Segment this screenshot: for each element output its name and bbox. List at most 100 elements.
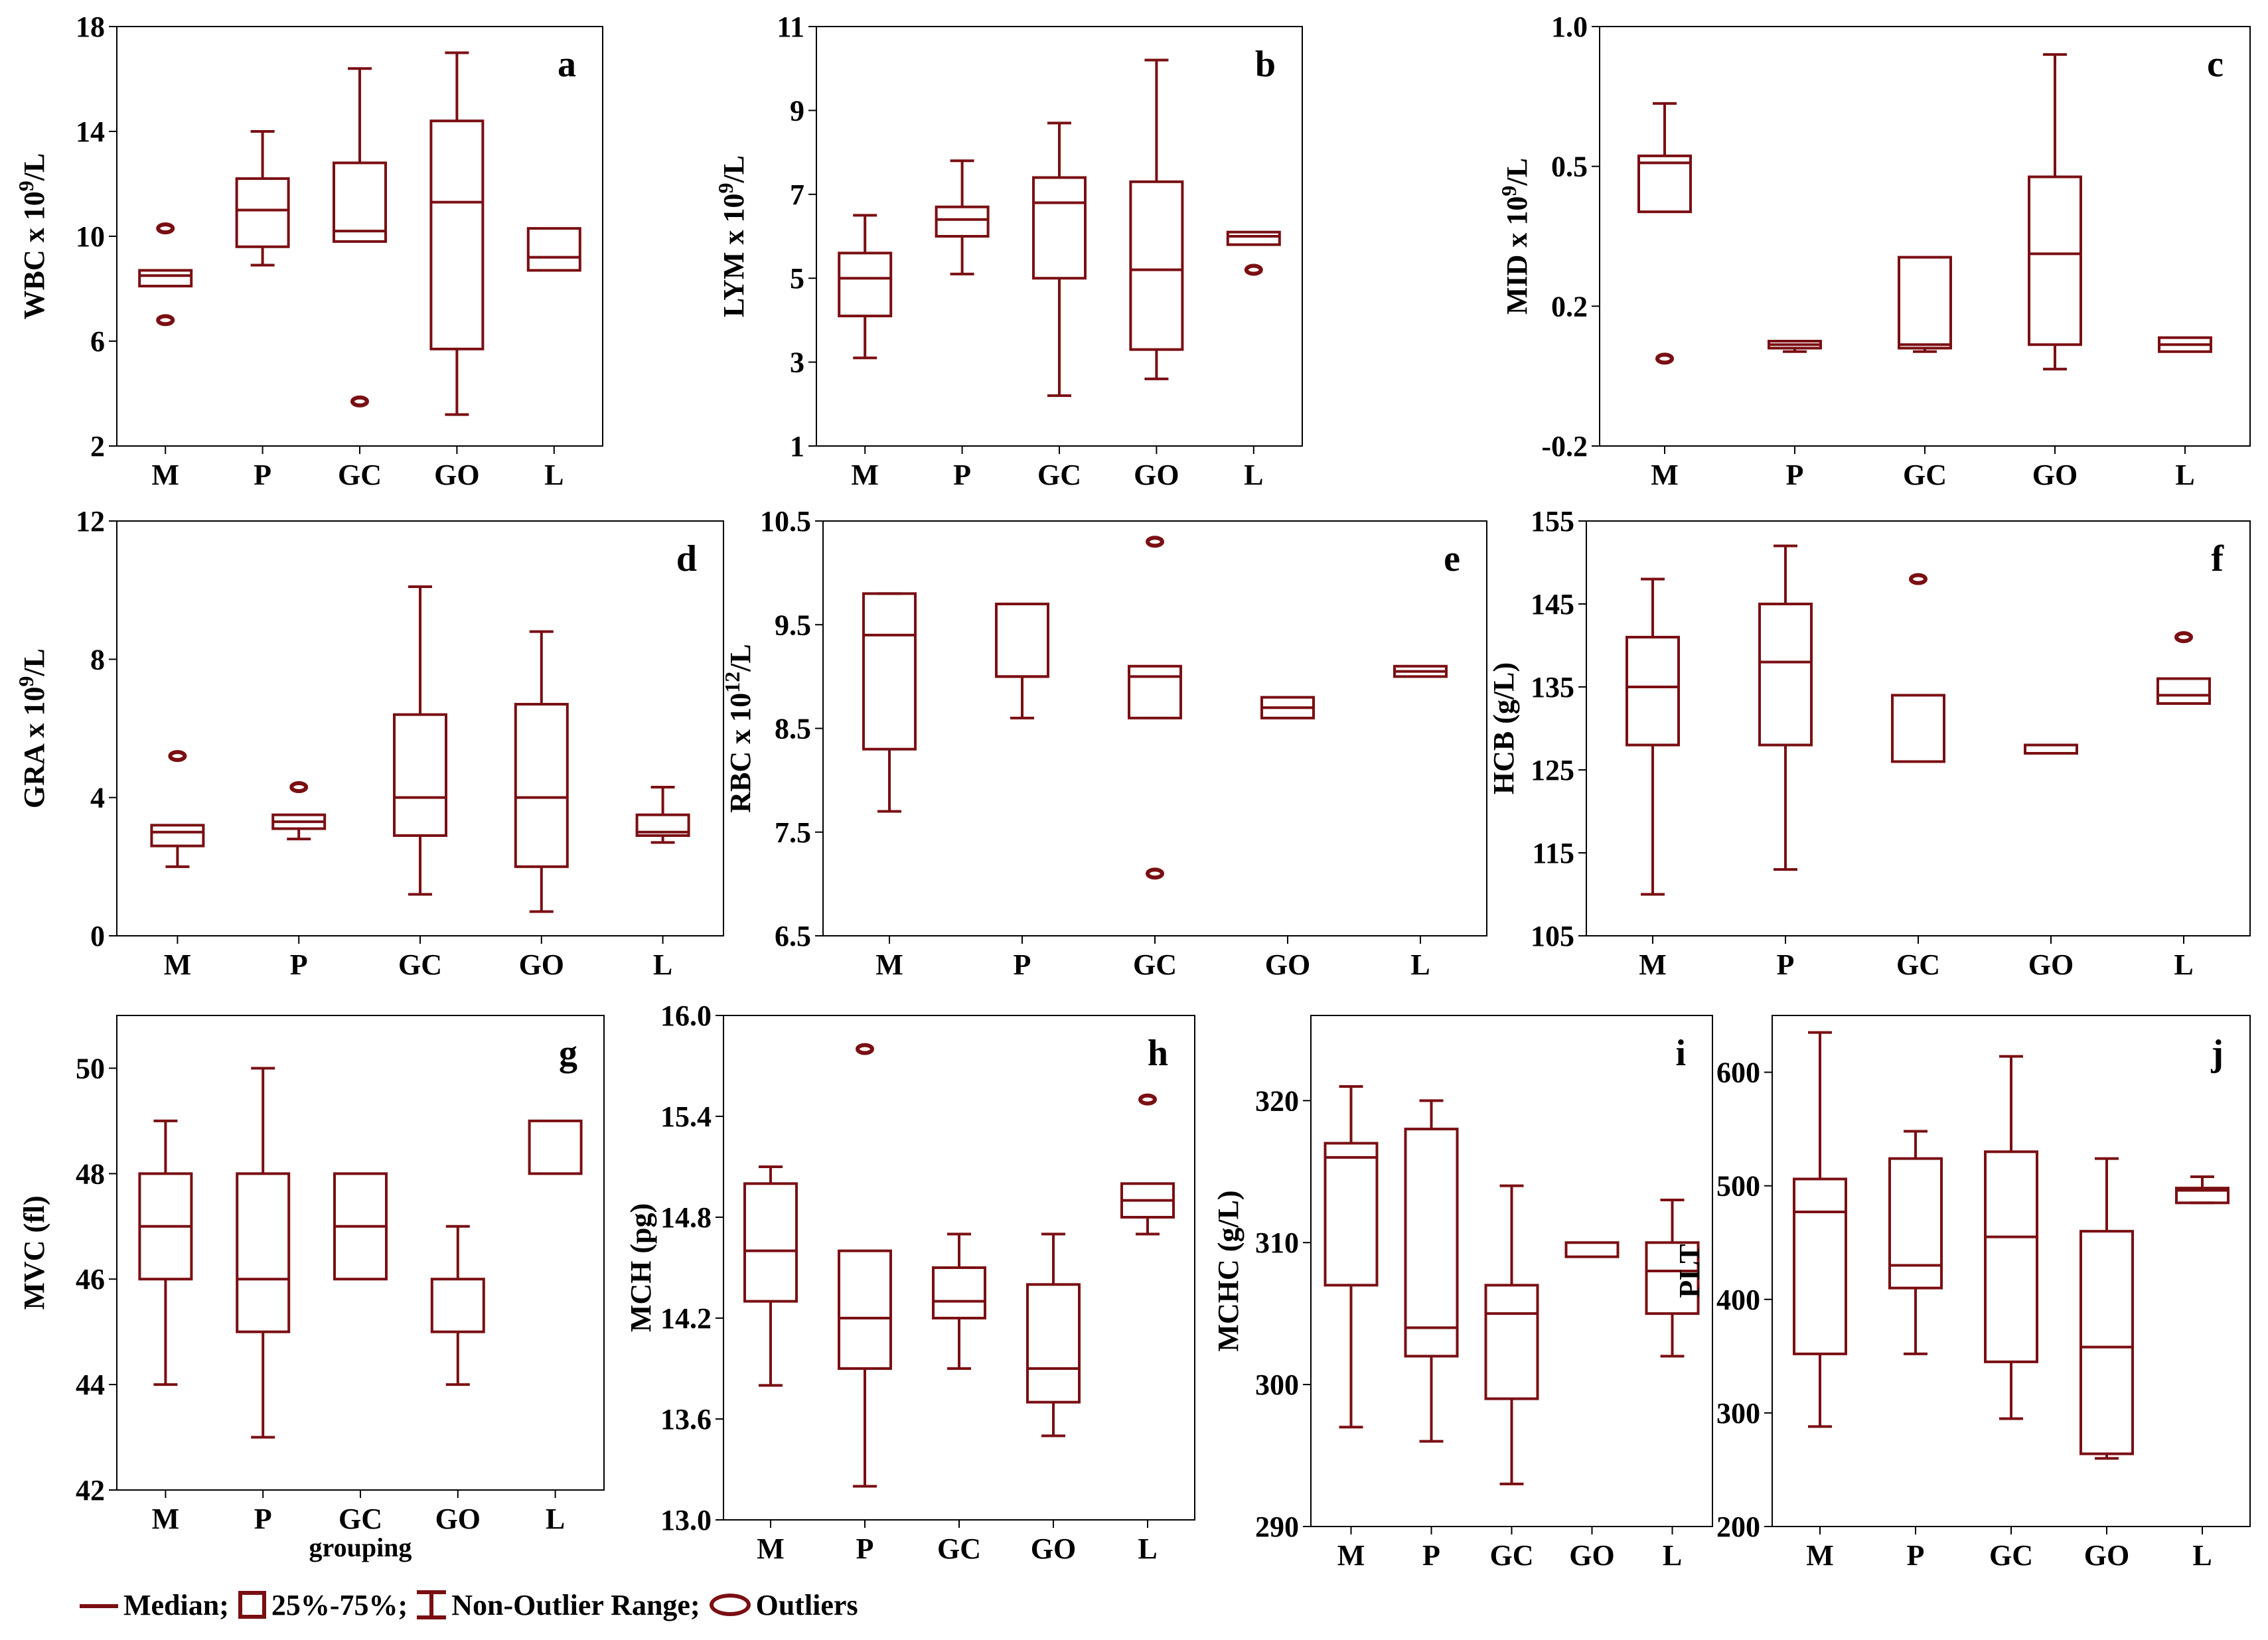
y-tick-label: 15.4 xyxy=(660,1100,712,1133)
x-tick-label: GC xyxy=(1133,948,1177,981)
outlier-point xyxy=(1244,263,1263,276)
box-iqr xyxy=(2175,1187,2230,1205)
y-tick-label: 0.5 xyxy=(1551,151,1588,183)
x-tick-label: P xyxy=(290,948,308,981)
box-iqr xyxy=(236,1172,291,1333)
box-iqr xyxy=(932,1266,986,1319)
y-tick-label: 300 xyxy=(1716,1397,1760,1430)
panel-b: b 1 3 5 7 9 11 LYM x 109/L M P GC GO L xyxy=(714,11,1303,491)
box-iqr xyxy=(138,269,193,288)
y-tick-label: 10 xyxy=(76,220,105,253)
x-tick-label: P xyxy=(254,459,271,491)
y-tick-label: 200 xyxy=(1716,1511,1760,1543)
y-axis-label: PLT xyxy=(1673,1244,1706,1298)
outlier-point xyxy=(156,222,175,235)
y-axis-label: MCHC (g/L) xyxy=(1212,1190,1245,1351)
outlier-legend-label: Outliers xyxy=(755,1588,858,1621)
panel-letter: d xyxy=(676,538,697,579)
box-iqr xyxy=(1032,176,1087,280)
box-iqr xyxy=(838,252,893,318)
box-iqr xyxy=(635,813,690,837)
x-tick-label: GO xyxy=(435,1503,481,1535)
panel-letter: e xyxy=(1444,538,1460,579)
y-tick-label: 290 xyxy=(1255,1511,1299,1543)
y-tick-label: 9 xyxy=(790,94,804,127)
x-tick-label: L xyxy=(544,459,564,491)
panel-f: f 105 115 125 135 145 155 HCB (g/L) M P GC GO L xyxy=(1487,505,2251,981)
y-tick-label: 13.6 xyxy=(660,1403,712,1436)
outlier-point xyxy=(1146,536,1164,548)
y-tick-label: 2 xyxy=(90,430,105,463)
x-tick-label: L xyxy=(546,1503,565,1535)
outlier-point xyxy=(856,1043,874,1055)
x-tick-label: M xyxy=(1337,1539,1365,1572)
y-tick-label: 14.2 xyxy=(660,1302,712,1335)
y-axis-label: MID x 109/L xyxy=(1497,158,1533,315)
y-tick-label: 14 xyxy=(76,115,105,148)
x-tick-label: P xyxy=(1777,948,1795,981)
panel-letter: c xyxy=(2207,44,2224,85)
x-tick-label: GO xyxy=(2032,459,2078,491)
panel-c: c -0.2 0.2 0.5 1.0 MID x 109/L M P GC GO L xyxy=(1497,11,2251,491)
x-tick-label: L xyxy=(1410,948,1430,981)
box-iqr xyxy=(1564,1241,1620,1258)
box-iqr xyxy=(1758,603,1813,747)
box-iqr xyxy=(1625,636,1680,747)
x-tick-label: GC xyxy=(398,948,442,981)
y-tick-label: -0.2 xyxy=(1541,430,1588,463)
panel-i: i 290 300 310 320 MCHC (g/L) M P GC GO L xyxy=(1212,1015,1713,1572)
x-tick-label: M xyxy=(151,459,179,491)
box-iqr xyxy=(429,119,485,350)
x-tick-label: GC xyxy=(1037,459,1081,491)
legend: Median; 25%-75%; Non-Outlier Range; Outl… xyxy=(80,1585,868,1625)
box-iqr xyxy=(150,824,205,848)
panel-d: d 0 4 8 12 GRA x 109/L M P GC GO L xyxy=(14,505,724,981)
y-tick-label: 11 xyxy=(777,11,804,43)
box-iqr xyxy=(1898,256,1952,350)
y-axis-label: MCH (pg) xyxy=(625,1203,657,1332)
outlier-point xyxy=(2174,631,2193,643)
outlier-legend-symbol xyxy=(709,1594,751,1616)
box-iqr xyxy=(1129,180,1184,351)
y-tick-label: 1 xyxy=(790,430,804,463)
y-tick-label: 0.2 xyxy=(1551,290,1588,323)
box-iqr xyxy=(1404,1128,1459,1358)
y-tick-label: 12 xyxy=(76,505,105,538)
y-tick-label: 105 xyxy=(1531,920,1574,952)
x-tick-label: L xyxy=(2175,459,2194,491)
y-axis-label: MVC (fl) xyxy=(18,1195,50,1309)
y-tick-label: 8 xyxy=(90,643,105,676)
plot-frame xyxy=(116,1015,605,1491)
x-tick-label: M xyxy=(164,948,192,981)
x-tick-label: M xyxy=(757,1532,785,1565)
x-tick-label: M xyxy=(1806,1539,1834,1572)
outlier-point xyxy=(1909,573,1928,585)
panel-letter: h xyxy=(1148,1033,1168,1074)
x-tick-label: L xyxy=(2174,948,2193,981)
x-tick-label: GO xyxy=(1134,459,1179,491)
range-legend-label: Non-Outlier Range; xyxy=(451,1588,700,1621)
outlier-point xyxy=(289,781,309,794)
y-tick-label: 10.5 xyxy=(760,505,811,538)
box-iqr xyxy=(235,177,290,248)
x-tick-label: GC xyxy=(1903,459,1947,491)
y-axis-label: HCB (g/L) xyxy=(1487,662,1520,794)
y-tick-label: 16.0 xyxy=(660,1000,712,1032)
y-tick-label: 18 xyxy=(76,11,105,43)
x-tick-label: M xyxy=(851,459,879,491)
x-tick-label: GO xyxy=(519,948,564,981)
y-tick-label: 48 xyxy=(76,1157,105,1190)
y-tick-label: 155 xyxy=(1531,505,1574,538)
y-tick-label: 42 xyxy=(76,1474,105,1507)
y-tick-label: 600 xyxy=(1716,1057,1760,1089)
y-tick-label: 500 xyxy=(1716,1170,1760,1203)
median-legend-symbol xyxy=(80,1604,118,1608)
x-tick-label: GO xyxy=(1031,1532,1076,1565)
y-tick-label: 6 xyxy=(90,325,105,358)
x-tick-label: L xyxy=(2192,1539,2212,1572)
box-iqr xyxy=(514,703,569,868)
y-tick-label: 125 xyxy=(1531,754,1574,786)
x-tick-label: L xyxy=(653,948,672,981)
y-tick-label: 8.5 xyxy=(775,713,811,745)
